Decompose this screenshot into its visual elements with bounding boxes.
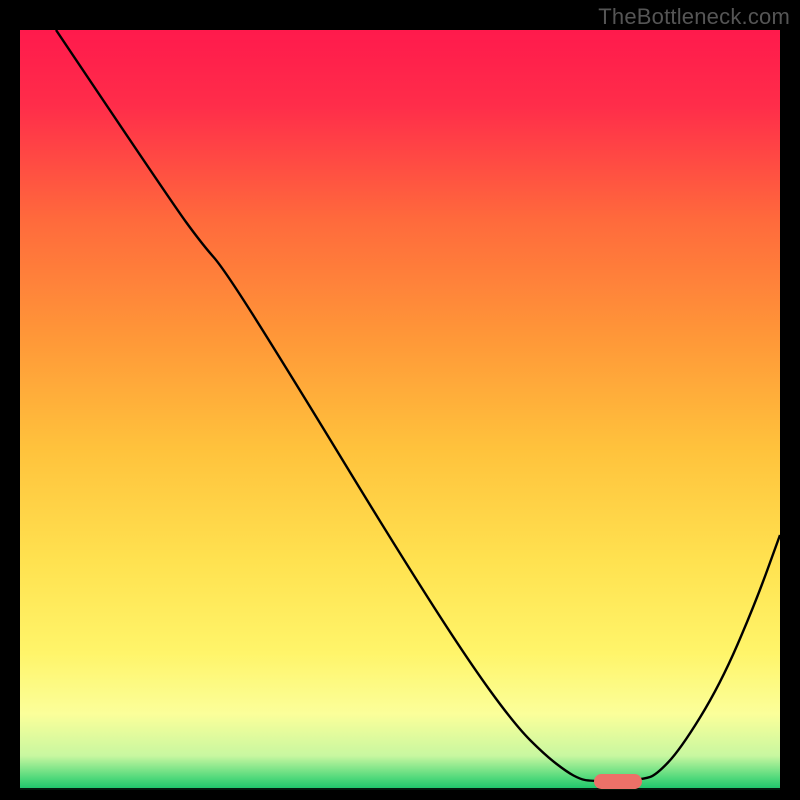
bottleneck-curve [56,30,780,781]
curve-layer [20,30,780,790]
plot-area [20,30,780,790]
watermark-text: TheBottleneck.com [598,4,790,30]
chart-container: TheBottleneck.com [0,0,800,800]
bottleneck-marker [594,774,642,789]
